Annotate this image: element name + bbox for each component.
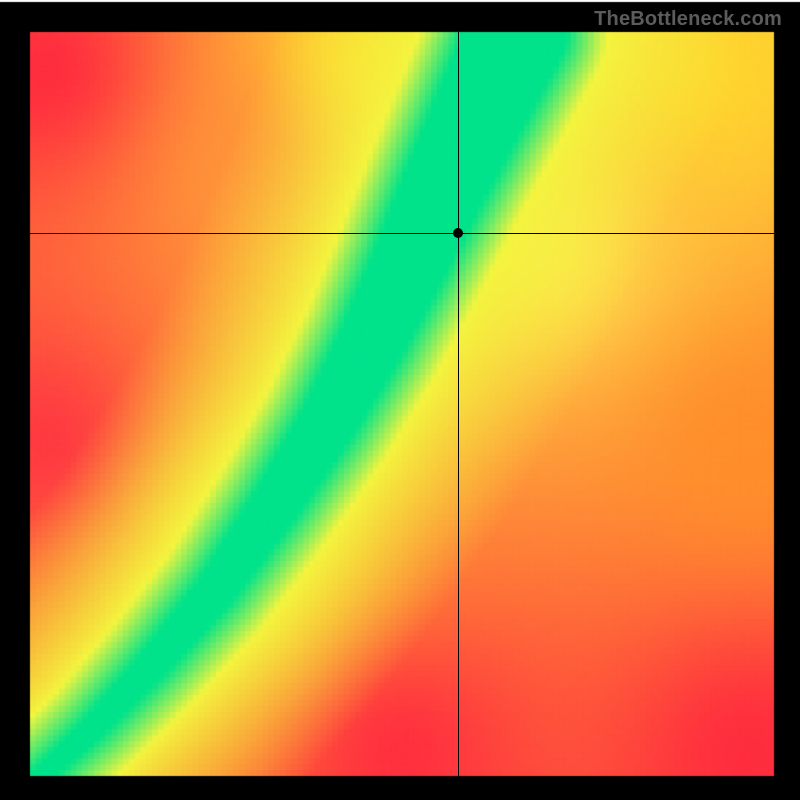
figure-container: TheBottleneck.com <box>0 0 800 800</box>
crosshair-overlay <box>0 0 800 800</box>
crosshair-horizontal <box>30 233 774 234</box>
crosshair-vertical <box>458 32 459 776</box>
attribution-text: TheBottleneck.com <box>594 8 782 31</box>
crosshair-dot <box>453 228 463 238</box>
